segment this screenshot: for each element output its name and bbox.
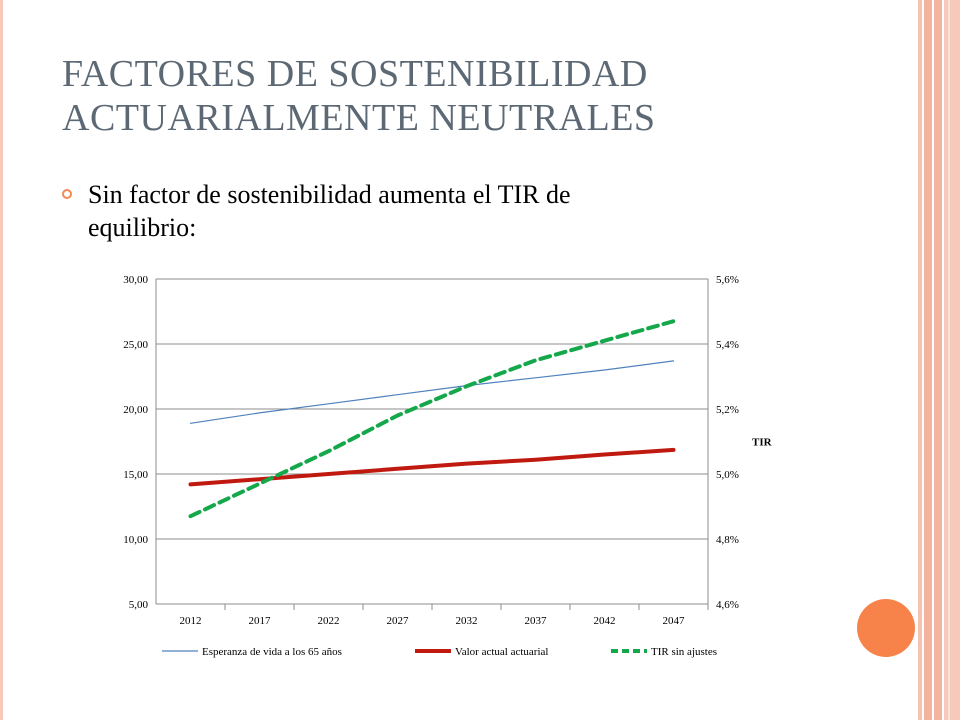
bullet-circle-icon bbox=[62, 189, 72, 199]
series-line-2 bbox=[188, 447, 676, 487]
y-tick-label: 30,00 bbox=[123, 274, 148, 286]
series-line-1 bbox=[189, 360, 675, 424]
bullet-text: Sin factor de sostenibilidad aumenta el … bbox=[88, 178, 862, 244]
legend-label: Valor actual actuarial bbox=[455, 646, 548, 658]
right-stripe-decoration bbox=[948, 0, 950, 720]
y2-tick-label: 5,4% bbox=[716, 339, 739, 351]
bullet-text-line-2: equilibrio: bbox=[88, 213, 197, 242]
y-tick-label: 15,00 bbox=[123, 469, 148, 481]
line-chart: 30,00 25,00 20,00 15,00 10,00 5,00 5,6% 5,4% 5,2… bbox=[123, 274, 773, 658]
right-stripe-decoration bbox=[918, 0, 922, 720]
slide-title: FACTORES DE SOSTENIBILIDAD ACTUARIALMENT… bbox=[62, 52, 882, 140]
x-tick-label: 2027 bbox=[387, 615, 410, 627]
x-tick-label: 2042 bbox=[594, 615, 616, 627]
y2-tick-label: 4,6% bbox=[716, 599, 739, 611]
slide-title-line-1: FACTORES DE SOSTENIBILIDAD bbox=[62, 53, 648, 95]
x-tick-label: 2022 bbox=[318, 615, 340, 627]
y-tick-label: 10,00 bbox=[123, 534, 148, 546]
x-tick-label: 2037 bbox=[525, 615, 548, 627]
right-stripe-decoration bbox=[944, 0, 960, 720]
decorative-circle bbox=[857, 599, 915, 657]
x-tick-label: 2012 bbox=[180, 615, 202, 627]
y-tick-label: 5,00 bbox=[129, 599, 149, 611]
x-tick-label: 2032 bbox=[456, 615, 478, 627]
right-stripe-decoration bbox=[924, 0, 932, 720]
x-tick-label: 2017 bbox=[249, 615, 272, 627]
legend-label: Esperanza de vida a los 65 años bbox=[202, 646, 342, 658]
y2-tick-label: 5,0% bbox=[716, 469, 739, 481]
bullet-text-line-1: Sin factor de sostenibilidad aumenta el … bbox=[88, 180, 571, 209]
bullet-item: Sin factor de sostenibilidad aumenta el … bbox=[62, 178, 862, 244]
y-tick-label: 20,00 bbox=[123, 404, 148, 416]
right-stripe-decoration bbox=[934, 0, 942, 720]
y-tick-label: 25,00 bbox=[123, 339, 148, 351]
left-edge-decoration bbox=[0, 0, 3, 720]
y2-tick-label: 4,8% bbox=[716, 534, 739, 546]
x-tick-label: 2047 bbox=[663, 615, 686, 627]
series-line-3 bbox=[188, 319, 676, 519]
slide-title-line-2: ACTUARIALMENTE NEUTRALES bbox=[62, 97, 656, 139]
y2-tick-label: 5,2% bbox=[716, 404, 739, 416]
y2-tick-label: 5,6% bbox=[716, 274, 739, 286]
legend-label: TIR sin ajustes bbox=[651, 646, 717, 658]
y2-axis-title: TIR bbox=[752, 437, 773, 449]
